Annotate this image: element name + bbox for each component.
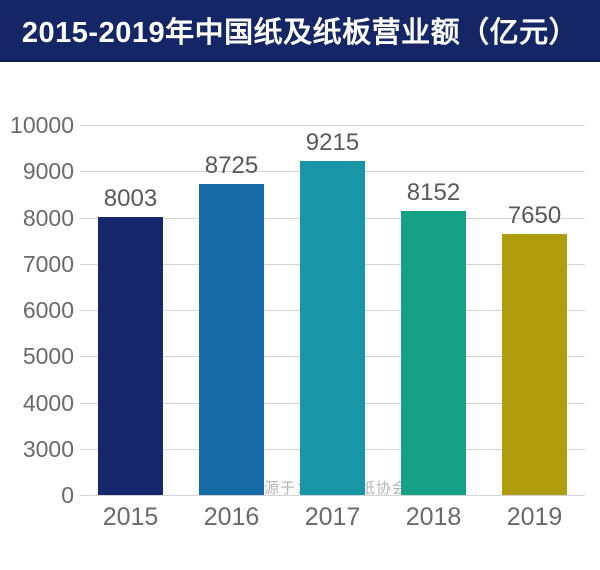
value-label-2018: 8152: [406, 178, 461, 206]
y-tick-label: 6000: [22, 297, 74, 323]
x-axis-label-2016: 2016: [203, 503, 260, 531]
bar-2018: [401, 210, 466, 495]
value-label-2015: 8003: [103, 185, 158, 213]
bar-chart: 0 3000 4000 5000 6000 7000 8000 9000 10000 8003 20…: [0, 62, 600, 530]
value-label-2017: 9215: [305, 129, 360, 157]
title-banner: 2015-2019年中国纸及纸板营业额（亿元）: [0, 0, 600, 62]
bar-2019: [502, 233, 567, 495]
y-tick-label: 10000: [10, 112, 74, 138]
x-axis-label-2019: 2019: [506, 503, 563, 531]
chart-title: 2015-2019年中国纸及纸板营业额（亿元）: [21, 17, 579, 49]
bar-2017: [300, 161, 365, 495]
x-axis-label-2017: 2017: [304, 503, 361, 531]
bar-2016: [199, 184, 264, 495]
value-label-2016: 8725: [204, 152, 259, 179]
y-gridline: [80, 495, 585, 496]
y-tick-label: 7000: [22, 250, 74, 277]
bar-2015: [98, 217, 163, 495]
y-tick-label: 8000: [22, 204, 74, 231]
y-tick-label: 3000: [22, 435, 74, 462]
y-tick-label: 4000: [22, 389, 74, 416]
y-tick-label: 9000: [22, 158, 74, 185]
y-tick-label: 5000: [22, 343, 74, 370]
x-axis-label-2015: 2015: [102, 503, 159, 531]
y-gridline: [80, 125, 585, 126]
x-axis-label-2018: 2018: [405, 503, 462, 531]
value-label-2019: 7650: [507, 201, 562, 229]
y-tick-label: 0: [61, 482, 74, 508]
